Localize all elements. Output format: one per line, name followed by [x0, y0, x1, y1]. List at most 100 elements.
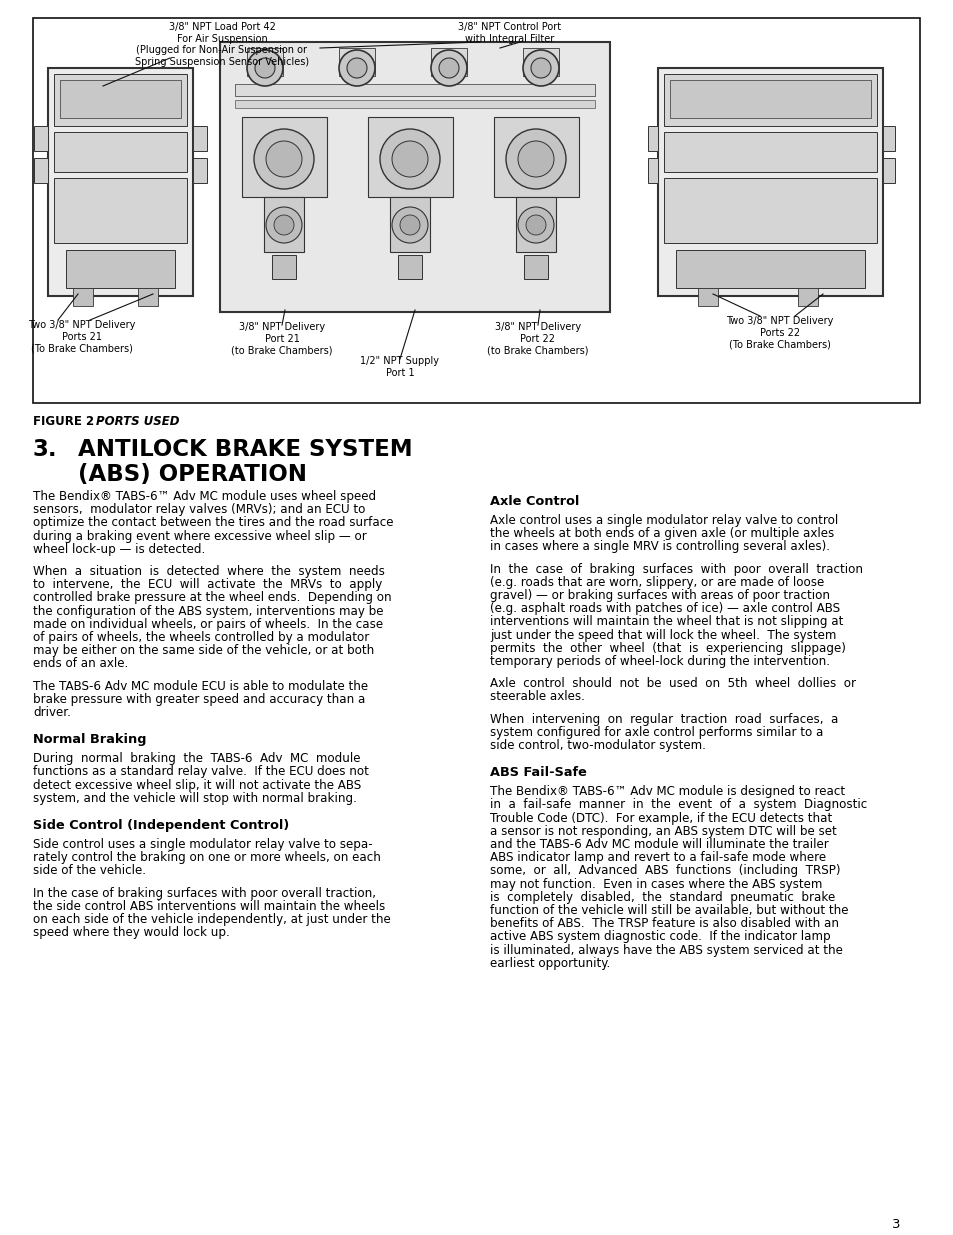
Text: Two 3/8" NPT Delivery
Ports 21
(To Brake Chambers): Two 3/8" NPT Delivery Ports 21 (To Brake…	[29, 320, 135, 353]
Text: controlled brake pressure at the wheel ends.  Depending on: controlled brake pressure at the wheel e…	[33, 592, 392, 604]
Text: Axle Control: Axle Control	[490, 495, 578, 508]
Text: FIGURE 2 -: FIGURE 2 -	[33, 415, 107, 429]
Text: system, and the vehicle will stop with normal braking.: system, and the vehicle will stop with n…	[33, 792, 356, 805]
Text: earliest opportunity.: earliest opportunity.	[490, 957, 610, 969]
Text: ABS Fail-Safe: ABS Fail-Safe	[490, 766, 586, 779]
Bar	[338, 48, 375, 77]
Bar	[882, 158, 894, 183]
Text: During  normal  braking  the  TABS-6  Adv  MC  module: During normal braking the TABS-6 Adv MC …	[33, 752, 360, 766]
Bar	[663, 132, 876, 172]
Bar	[698, 288, 718, 306]
Text: ABS indicator lamp and revert to a fail-safe mode where: ABS indicator lamp and revert to a fail-…	[490, 851, 825, 864]
Bar	[516, 198, 556, 252]
Bar	[523, 254, 547, 279]
Text: Axle control uses a single modulator relay valve to control: Axle control uses a single modulator rel…	[490, 514, 838, 527]
Circle shape	[431, 49, 467, 86]
Text: the configuration of the ABS system, interventions may be: the configuration of the ABS system, int…	[33, 605, 383, 618]
Bar	[48, 68, 193, 296]
Text: a sensor is not responding, an ABS system DTC will be set: a sensor is not responding, an ABS syste…	[490, 825, 836, 837]
Bar	[73, 288, 92, 306]
Text: temporary periods of wheel-lock during the intervention.: temporary periods of wheel-lock during t…	[490, 655, 829, 668]
Text: the wheels at both ends of a given axle (or multiple axles: the wheels at both ends of a given axle …	[490, 527, 833, 540]
Bar	[34, 126, 48, 151]
Text: in  a  fail-safe  manner  in  the  event  of  a  system  Diagnostic: in a fail-safe manner in the event of a …	[490, 798, 866, 811]
Bar	[658, 68, 882, 296]
Bar	[494, 117, 578, 198]
Text: and the TABS-6 Adv MC module will illuminate the trailer: and the TABS-6 Adv MC module will illumi…	[490, 839, 828, 851]
Text: is illuminated, always have the ABS system serviced at the: is illuminated, always have the ABS syst…	[490, 944, 842, 957]
Text: The TABS-6 Adv MC module ECU is able to modulate the: The TABS-6 Adv MC module ECU is able to …	[33, 679, 368, 693]
Circle shape	[379, 128, 439, 189]
Text: optimize the contact between the tires and the road surface: optimize the contact between the tires a…	[33, 516, 393, 530]
Bar	[220, 42, 609, 312]
Circle shape	[266, 141, 302, 177]
Bar	[234, 100, 595, 107]
Bar	[431, 48, 467, 77]
Text: active ABS system diagnostic code.  If the indicator lamp: active ABS system diagnostic code. If th…	[490, 930, 830, 944]
Circle shape	[253, 128, 314, 189]
Text: rately control the braking on one or more wheels, on each: rately control the braking on one or mor…	[33, 851, 380, 864]
Text: just under the speed that will lock the wheel.  The system: just under the speed that will lock the …	[490, 629, 836, 642]
Bar	[882, 126, 894, 151]
Text: sensors,  modulator relay valves (MRVs); and an ECU to: sensors, modulator relay valves (MRVs); …	[33, 503, 365, 516]
Bar	[647, 126, 658, 151]
Bar	[663, 74, 876, 126]
Bar	[225, 47, 604, 85]
Text: side control, two-modulator system.: side control, two-modulator system.	[490, 739, 705, 752]
Text: brake pressure with greater speed and accuracy than a: brake pressure with greater speed and ac…	[33, 693, 365, 705]
Bar	[522, 48, 558, 77]
Circle shape	[254, 58, 274, 78]
Text: to  intervene,  the  ECU  will  activate  the  MRVs  to  apply: to intervene, the ECU will activate the …	[33, 578, 382, 592]
Text: Two 3/8" NPT Delivery
Ports 22
(To Brake Chambers): Two 3/8" NPT Delivery Ports 22 (To Brake…	[725, 316, 833, 350]
Text: ends of an axle.: ends of an axle.	[33, 657, 128, 671]
Circle shape	[517, 207, 554, 243]
Text: Normal Braking: Normal Braking	[33, 734, 147, 746]
Bar	[264, 198, 304, 252]
Text: 3/8" NPT Delivery
Port 22
(to Brake Chambers): 3/8" NPT Delivery Port 22 (to Brake Cham…	[487, 322, 588, 356]
Bar	[33, 19, 919, 403]
Bar	[390, 198, 430, 252]
Text: may not function.  Even in cases where the ABS system: may not function. Even in cases where th…	[490, 878, 821, 890]
Text: 3/8" NPT Delivery
Port 21
(to Brake Chambers): 3/8" NPT Delivery Port 21 (to Brake Cham…	[231, 322, 333, 356]
Text: the side control ABS interventions will maintain the wheels: the side control ABS interventions will …	[33, 900, 385, 913]
Text: interventions will maintain the wheel that is not slipping at: interventions will maintain the wheel th…	[490, 615, 842, 629]
Circle shape	[338, 49, 375, 86]
Bar	[54, 132, 187, 172]
Text: in cases where a single MRV is controlling several axles).: in cases where a single MRV is controlli…	[490, 541, 829, 553]
Text: When  a  situation  is  detected  where  the  system  needs: When a situation is detected where the s…	[33, 564, 384, 578]
Bar	[676, 249, 864, 288]
Bar	[193, 126, 207, 151]
Text: may be either on the same side of the vehicle, or at both: may be either on the same side of the ve…	[33, 645, 374, 657]
Text: In  the  case  of  braking  surfaces  with  poor  overall  traction: In the case of braking surfaces with poo…	[490, 563, 862, 576]
Bar	[60, 80, 181, 119]
Text: (e.g. asphalt roads with patches of ice) — axle control ABS: (e.g. asphalt roads with patches of ice)…	[490, 603, 840, 615]
Text: side of the vehicle.: side of the vehicle.	[33, 864, 146, 877]
Text: The Bendix® TABS-6™ Adv MC module is designed to react: The Bendix® TABS-6™ Adv MC module is des…	[490, 785, 844, 798]
Circle shape	[531, 58, 551, 78]
Bar	[193, 158, 207, 183]
Bar	[397, 254, 421, 279]
Text: on each side of the vehicle independently, at just under the: on each side of the vehicle independentl…	[33, 913, 391, 926]
Bar	[368, 117, 453, 198]
Circle shape	[517, 141, 554, 177]
Text: ANTILOCK BRAKE SYSTEM: ANTILOCK BRAKE SYSTEM	[78, 438, 413, 461]
Text: gravel) — or braking surfaces with areas of poor traction: gravel) — or braking surfaces with areas…	[490, 589, 829, 601]
Circle shape	[247, 49, 283, 86]
Text: When  intervening  on  regular  traction  road  surfaces,  a: When intervening on regular traction roa…	[490, 713, 838, 726]
Bar	[138, 288, 158, 306]
Bar	[663, 178, 876, 243]
Bar	[54, 74, 187, 126]
Text: Side control uses a single modulator relay valve to sepa-: Side control uses a single modulator rel…	[33, 839, 373, 851]
Text: PORTS USED: PORTS USED	[96, 415, 179, 429]
Circle shape	[392, 141, 428, 177]
Text: speed where they would lock up.: speed where they would lock up.	[33, 926, 230, 939]
Text: of pairs of wheels, the wheels controlled by a modulator: of pairs of wheels, the wheels controlle…	[33, 631, 369, 643]
Bar	[34, 158, 48, 183]
Bar	[247, 48, 283, 77]
Text: (ABS) OPERATION: (ABS) OPERATION	[78, 463, 307, 487]
Text: Trouble Code (DTC).  For example, if the ECU detects that: Trouble Code (DTC). For example, if the …	[490, 811, 831, 825]
Text: 1/2" NPT Supply
Port 1: 1/2" NPT Supply Port 1	[360, 356, 439, 378]
Text: Side Control (Independent Control): Side Control (Independent Control)	[33, 819, 289, 832]
Bar	[234, 84, 595, 96]
Text: is  completely  disabled,  the  standard  pneumatic  brake: is completely disabled, the standard pne…	[490, 890, 835, 904]
